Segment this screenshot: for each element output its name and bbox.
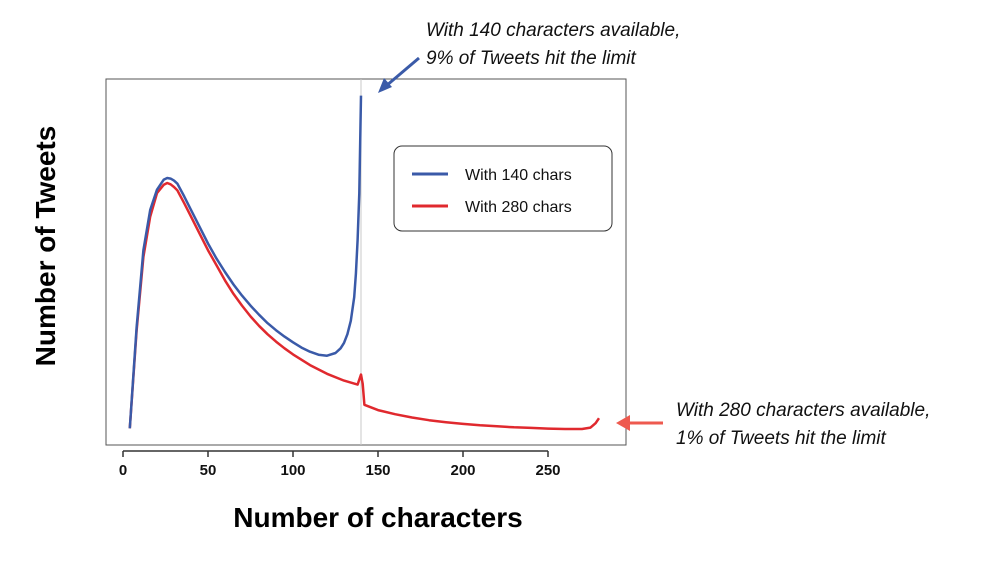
- annotation-140: With 140 characters available, 9% of Twe…: [378, 20, 680, 93]
- x-tick-label: 50: [200, 462, 217, 479]
- x-tick-label: 100: [280, 462, 305, 479]
- legend-label-140-chars: With 140 chars: [465, 167, 572, 184]
- annotation-140-arrow: [378, 56, 420, 93]
- legend-label-280-chars: With 280 chars: [465, 199, 572, 216]
- series-line-140-chars: [128, 95, 363, 429]
- x-tick-label: 250: [535, 462, 560, 479]
- plot-area-frame: [105, 78, 627, 446]
- x-ticks: 0 50 100 150 200 250: [119, 451, 561, 479]
- x-tick-label: 150: [365, 462, 390, 479]
- annotation-140-line-2: 9% of Tweets hit the limit: [426, 48, 637, 69]
- x-tick-label: 0: [119, 462, 127, 479]
- annotation-140-line-1: With 140 characters available,: [426, 20, 680, 41]
- series-line-280-chars: [128, 181, 601, 431]
- annotation-280-line-2: 1% of Tweets hit the limit: [676, 428, 887, 449]
- annotation-280-line-1: With 280 characters available,: [676, 400, 930, 421]
- x-axis-title: Number of characters: [233, 502, 522, 533]
- legend-box: [393, 145, 613, 232]
- annotation-280-arrow: [616, 415, 663, 431]
- annotation-280: With 280 characters available, 1% of Twe…: [616, 400, 930, 449]
- x-tick-label: 200: [450, 462, 475, 479]
- series-layer: [128, 95, 601, 431]
- legend: With 140 chars With 280 chars: [393, 145, 613, 232]
- y-axis-title: Number of Tweets: [30, 126, 61, 367]
